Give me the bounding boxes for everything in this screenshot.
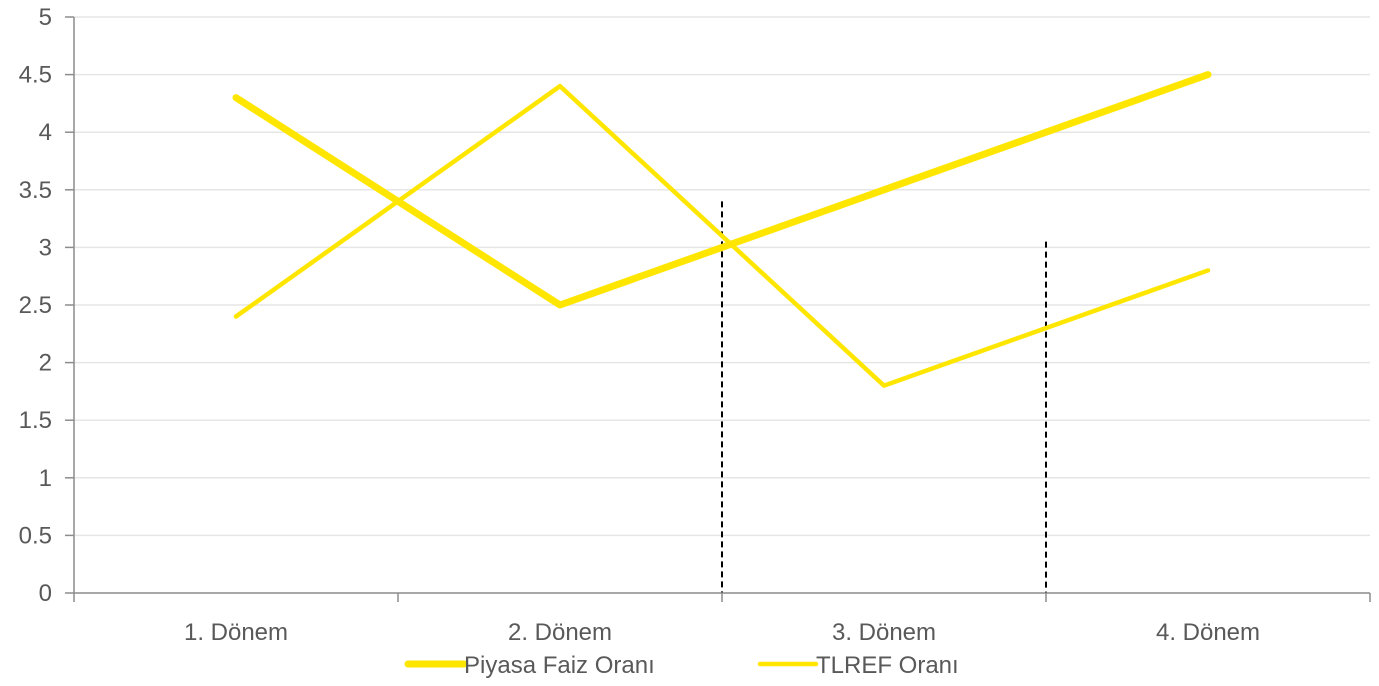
y-tick-label: 1	[39, 465, 52, 492]
legend: Piyasa Faiz Oranı TLREF Oranı	[404, 652, 959, 679]
legend-label: TLREF Oranı	[816, 652, 959, 679]
y-tick-label: 3	[39, 234, 52, 261]
axes	[73, 17, 1371, 602]
x-axis-tick-labels: 1. Dönem 2. Dönem 3. Dönem 4. Dönem	[184, 619, 1260, 646]
legend-label: Piyasa Faiz Oranı	[464, 652, 655, 679]
gridlines	[65, 16, 1370, 594]
y-tick-label: 1.5	[19, 407, 52, 434]
series-lines	[232, 71, 1212, 388]
y-tick-label: 3.5	[19, 177, 52, 204]
y-tick-label: 5	[39, 4, 52, 31]
y-tick-label: 2	[39, 350, 52, 377]
x-tick-label: 1. Dönem	[184, 619, 288, 646]
x-tick-label: 2. Dönem	[508, 619, 612, 646]
y-axis-tick-labels: 0 0.5 1 1.5 2 2.5 3 3.5 4 4.5 5	[19, 4, 52, 607]
x-tick-label: 4. Dönem	[1156, 619, 1260, 646]
y-tick-label: 0.5	[19, 522, 52, 549]
y-tick-label: 4.5	[19, 62, 52, 89]
crossover-markers	[721, 201, 1047, 593]
series-line-2	[233, 83, 1211, 388]
x-tick-label: 3. Dönem	[832, 619, 936, 646]
y-tick-label: 0	[39, 580, 52, 607]
y-tick-label: 2.5	[19, 292, 52, 319]
y-tick-label: 4	[39, 119, 52, 146]
